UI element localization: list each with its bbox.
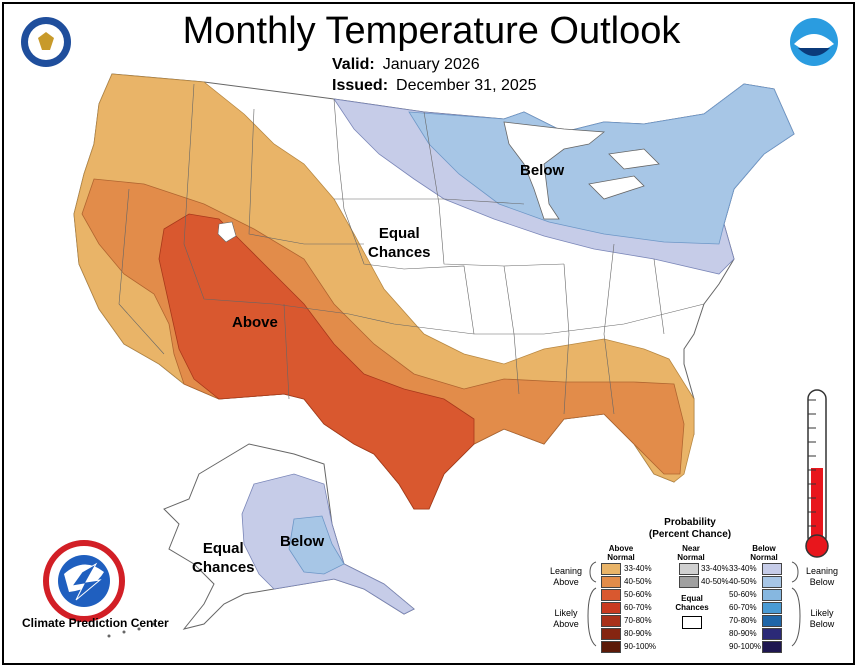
legend-below-swatch [762, 641, 782, 653]
legend-above-swatch [601, 602, 621, 614]
map-label-equal-chances-conus: Equal Chances [368, 225, 431, 261]
climate-prediction-center-label: Climate Prediction Center [22, 616, 169, 630]
legend-title: Probability (Percent Chance) [648, 517, 732, 540]
legend-below-swatch [762, 628, 782, 640]
legend-below-swatch [762, 576, 782, 588]
legend-below-range-label: 40-50% [729, 577, 757, 586]
legend-near-header: Near Normal [677, 544, 705, 562]
legend-below-range-label: 33-40% [729, 564, 757, 573]
legend-near-swatch [679, 576, 699, 588]
legend-below-swatch [762, 589, 782, 601]
legend-equal-chances-swatch [682, 616, 702, 629]
legend-above-header: Above Normal [607, 544, 635, 562]
page-title: Monthly Temperature Outlook [182, 10, 681, 52]
legend-below-range-label: 90-100% [729, 642, 762, 651]
legend-near-range-label: 33-40% [701, 564, 729, 573]
national-weather-service-logo-icon [43, 540, 125, 622]
legend-below-swatch [762, 615, 782, 627]
legend-equal-chances-label: Equal Chances [675, 594, 709, 612]
legend-likely-below-label: Likely Below [809, 608, 835, 629]
legend-above-range-label: 60-70% [624, 603, 652, 612]
legend-leaning-below-label: Leaning Below [805, 566, 839, 587]
conus-above-50-60-region [158, 213, 475, 510]
legend-below-range-label: 50-60% [729, 590, 757, 599]
valid-date: Valid: January 2026 [332, 56, 480, 73]
outlook-map [19, 15, 838, 647]
legend-above-swatch [601, 641, 621, 653]
legend-above-range-label: 33-40% [624, 564, 652, 573]
great-lakes [503, 121, 660, 220]
thermometer-icon [805, 389, 829, 558]
legend-above-range-label: 90-100% [624, 642, 657, 651]
legend-likely-above-label: Likely Above [553, 608, 579, 629]
legend-above-range-label: 70-80% [624, 616, 652, 625]
legend-above-swatch [601, 576, 621, 588]
legend-below-header: Below Normal [750, 544, 778, 562]
legend-leaning-above-label: Leaning Above [549, 566, 583, 587]
department-of-commerce-seal-icon [19, 15, 73, 69]
legend-near-swatch [679, 563, 699, 575]
legend-above-range-label: 50-60% [624, 590, 652, 599]
legend-below-range-label: 60-70% [729, 603, 757, 612]
map-label-below-conus: Below [520, 162, 565, 179]
legend-above-swatch [601, 615, 621, 627]
issued-date: Issued: December 31, 2025 [332, 77, 537, 94]
legend-near-range-label: 40-50% [701, 577, 729, 586]
legend-braces [587, 561, 801, 647]
legend-below-swatch [762, 602, 782, 614]
legend-below-range-label: 70-80% [729, 616, 757, 625]
map-label-equal-chances-alaska: Equal Chances [192, 540, 255, 576]
legend-above-swatch [601, 563, 621, 575]
legend-above-swatch [601, 628, 621, 640]
legend-above-swatch [601, 589, 621, 601]
legend-above-range-label: 40-50% [624, 577, 652, 586]
map-label-below-alaska: Below [280, 533, 325, 550]
noaa-logo-icon [790, 18, 838, 66]
legend-below-swatch [762, 563, 782, 575]
map-label-above: Above [232, 314, 278, 331]
legend-above-range-label: 80-90% [624, 629, 652, 638]
alaska-below-40-50-region [288, 515, 345, 575]
legend-below-range-label: 80-90% [729, 629, 757, 638]
